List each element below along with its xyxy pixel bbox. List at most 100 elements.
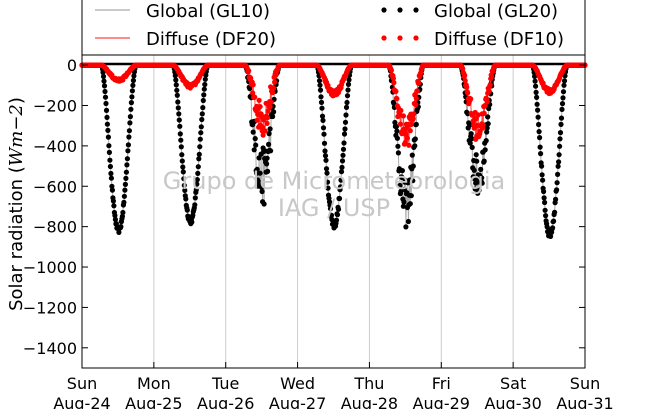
global-point: [126, 134, 132, 140]
global-point: [318, 94, 324, 100]
global-point: [561, 82, 567, 88]
diffuse-point: [254, 117, 260, 123]
global-point: [333, 217, 340, 223]
legend-label: Diffuse (DF10): [434, 29, 564, 50]
global-point: [107, 157, 113, 163]
global-point: [479, 180, 485, 186]
global-point: [339, 158, 346, 164]
global-point: [561, 78, 568, 84]
global-point: [535, 107, 541, 113]
global-point: [553, 196, 559, 202]
global-point: [197, 136, 203, 142]
diffuse-point: [416, 80, 422, 86]
global-point: [472, 186, 478, 192]
global-point: [111, 203, 117, 209]
diffuse-point: [252, 94, 258, 100]
global-point: [324, 170, 330, 176]
global-point: [104, 121, 110, 127]
global-point: [558, 115, 565, 121]
legend-swatch-black-dot: [381, 7, 387, 13]
x-tick-label-date: Aug-25: [125, 394, 182, 409]
global-point: [542, 199, 548, 206]
global-point: [128, 106, 134, 112]
global-point: [127, 114, 133, 120]
global-point: [202, 76, 208, 82]
global-point: [328, 212, 335, 218]
global-point: [560, 95, 566, 101]
global-point: [195, 170, 201, 176]
y-axis-title: Solar radiation (Wm−2): [6, 97, 27, 311]
global-point: [320, 117, 326, 123]
global-point: [335, 206, 342, 212]
global-point: [103, 100, 109, 107]
diffuse-point: [388, 67, 394, 73]
global-point: [346, 77, 352, 83]
global-point: [200, 105, 206, 111]
x-axis: SunAug-24MonAug-25TueAug-26WedAug-27ThuA…: [53, 362, 614, 409]
global-point: [254, 166, 260, 172]
grid-lines: [153, 55, 514, 368]
global-point: [129, 94, 135, 100]
data-series: [79, 62, 588, 239]
global-point: [473, 152, 479, 158]
global-point: [408, 193, 414, 199]
diffuse-point: [410, 116, 416, 122]
global-point: [131, 73, 137, 79]
global-point: [342, 126, 348, 132]
global-point: [265, 168, 271, 174]
x-tick-label-day: Sun: [570, 374, 600, 393]
global-point: [176, 117, 182, 123]
global-point: [560, 89, 567, 95]
global-point: [180, 169, 186, 175]
global-point: [127, 120, 133, 126]
diffuse-point: [267, 104, 273, 110]
global-point: [485, 114, 491, 120]
global-point: [184, 207, 190, 213]
diffuse-point: [400, 113, 406, 119]
global-point: [394, 135, 400, 141]
global-point: [118, 224, 124, 230]
global-point: [196, 156, 202, 162]
diffuse-point: [393, 88, 399, 94]
global-point: [484, 125, 490, 131]
global-point: [540, 177, 546, 183]
global-point: [202, 81, 208, 88]
diffuse-point: [265, 108, 271, 114]
y-tick-label: −800: [33, 218, 77, 237]
global-point: [179, 158, 185, 164]
global-point: [270, 113, 276, 120]
global-point: [559, 101, 566, 107]
global-point: [467, 122, 473, 128]
global-point: [129, 88, 135, 94]
global-point: [198, 124, 204, 130]
global-point: [323, 157, 329, 163]
global-point: [105, 127, 111, 133]
global-point: [268, 148, 274, 154]
diffuse-point: [246, 68, 252, 74]
global-point: [486, 105, 492, 112]
global-point: [200, 97, 206, 104]
global-point: [482, 147, 488, 153]
global-point: [172, 73, 178, 79]
global-point: [321, 140, 328, 146]
legend-swatch-red-dot: [381, 35, 387, 41]
global-point: [183, 196, 189, 202]
global-point: [176, 111, 182, 117]
global-point: [108, 170, 114, 177]
global-point: [340, 146, 347, 152]
global-point: [403, 224, 409, 230]
global-point: [324, 179, 331, 185]
global-point: [109, 187, 115, 193]
y-tick-label: −600: [33, 177, 77, 196]
global-point: [175, 105, 181, 111]
global-point: [195, 164, 201, 170]
diffuse-point: [256, 97, 262, 103]
global-point: [541, 188, 547, 195]
global-point: [125, 148, 131, 154]
diffuse-point: [265, 115, 271, 121]
diffuse-point: [413, 95, 419, 101]
global-point: [194, 177, 200, 183]
global-point: [174, 92, 180, 98]
diffuse-point: [462, 72, 468, 78]
global-point: [199, 111, 205, 117]
